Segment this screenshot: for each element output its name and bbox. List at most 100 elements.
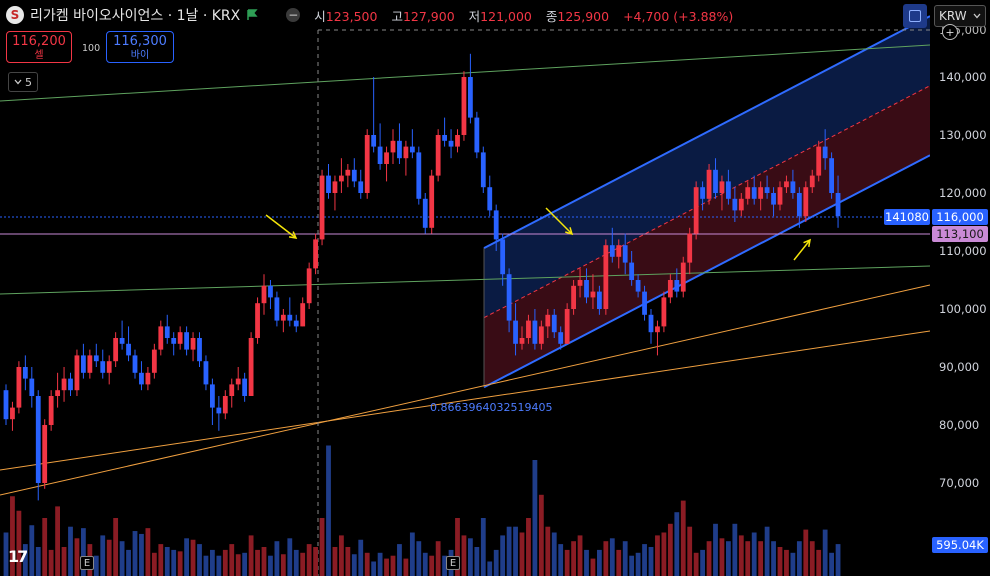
volume-bar (106, 539, 112, 576)
channel-upper-fill (484, 16, 930, 318)
volume-bar (229, 544, 235, 576)
volume-bar (667, 523, 673, 576)
candle-body (706, 169, 712, 199)
candlesticks (3, 53, 841, 501)
candle-body (603, 245, 609, 309)
candle-body (461, 77, 467, 135)
candle-body (190, 338, 196, 350)
currency-value: KRW (939, 9, 967, 23)
candle-body (74, 355, 80, 391)
candle-body (280, 314, 286, 321)
trendline-orange-steep (0, 284, 931, 496)
candle-body (197, 338, 202, 362)
volume-bar (571, 541, 576, 576)
volume-bar (16, 510, 22, 576)
spread-value: 100 (82, 43, 101, 54)
ohlc-high-label: 고 (391, 8, 403, 24)
candle-body (184, 332, 189, 350)
candle-body (487, 187, 493, 211)
candle-body (158, 326, 164, 350)
volume-bar (803, 529, 809, 576)
price-tick-label: 80,000 (939, 418, 979, 432)
candle-body (358, 181, 364, 193)
candle-body (106, 361, 112, 373)
candle-body (558, 332, 564, 344)
volume-bar (190, 539, 196, 576)
annotation-arrowhead (803, 238, 811, 248)
candle-body (829, 158, 834, 193)
volume-bar (790, 552, 796, 576)
volume-bar (10, 496, 15, 576)
ohlc-close-value: 125,900 (557, 8, 610, 24)
price-axis[interactable]: 145,000140,000130,000120,000110,000100,0… (884, 0, 990, 576)
collapse-legend-icon[interactable]: − (286, 8, 301, 22)
price-tick-label: 100,000 (939, 302, 987, 316)
volume-bar (93, 555, 99, 576)
object-tree-button[interactable] (903, 4, 927, 28)
volume-bar (784, 549, 789, 576)
candle-body (455, 135, 460, 147)
earnings-marker-icon[interactable]: E (80, 556, 94, 570)
currency-select[interactable]: KRW (934, 5, 986, 27)
candle-body (809, 175, 815, 188)
candle-body (145, 372, 151, 385)
candle-body (655, 326, 660, 333)
volume-bar (829, 552, 834, 576)
volume-bar (377, 552, 383, 576)
candle-body (519, 338, 525, 344)
volume-bar (61, 547, 67, 576)
buy-price: 116,300 (113, 34, 167, 49)
candle-body (255, 303, 260, 338)
price-tick-label: 110,000 (939, 244, 987, 258)
candle-body (132, 355, 138, 373)
earnings-marker-icon[interactable]: E (446, 556, 460, 570)
candle-body (319, 175, 325, 240)
ohlc-open-label: 시 (314, 8, 326, 24)
candle-body (29, 378, 35, 396)
volume-bar (177, 551, 183, 576)
sell-button[interactable]: 116,200 셀 (6, 31, 72, 63)
volume-bar (306, 544, 312, 576)
fib-ratio-label: 0.8663964032519405 (430, 401, 552, 414)
candle-body (551, 314, 557, 333)
price-tick-label: 140,000 (939, 70, 987, 84)
candle-body (803, 187, 809, 217)
chart-header: S 리가켐 바이오사이언스 · 1날 · KRX − 시123,500 고127… (6, 4, 743, 26)
volume-bar (429, 555, 435, 576)
candle-body (351, 169, 357, 182)
volume-bar (538, 494, 544, 576)
candle-body (700, 187, 705, 199)
candle-body (113, 338, 119, 362)
volume-bar (745, 541, 751, 576)
volume-bar (126, 549, 131, 576)
volume-bar (635, 552, 641, 576)
volume-bar (55, 506, 60, 576)
candle-body (235, 378, 241, 385)
candle-body (629, 262, 635, 280)
flag-icon[interactable] (246, 9, 258, 21)
chevron-down-icon (973, 13, 981, 19)
candle-body (35, 396, 41, 483)
volume-bar (345, 547, 351, 576)
volume-bar (293, 549, 299, 576)
volume-bar (326, 445, 331, 576)
volume-bar (113, 518, 119, 576)
volume-bar (100, 535, 106, 576)
candle-body (119, 338, 125, 344)
candle-body (42, 425, 48, 483)
candle-body (81, 355, 86, 373)
trendline-green-top (0, 44, 931, 102)
buy-button[interactable]: 116,300 바이 (106, 31, 174, 63)
volume-bar (3, 532, 9, 576)
candle-body (719, 181, 725, 193)
candle-body (242, 378, 248, 396)
candle-body (151, 349, 157, 373)
volume-bar (139, 533, 144, 576)
price-current-tag: 116,000 (936, 210, 984, 224)
add-plus-icon[interactable]: + (942, 24, 958, 40)
candle-body (326, 175, 331, 193)
symbol-title[interactable]: 리가켐 바이오사이언스 · 1날 · KRX (30, 8, 241, 24)
indicators-toggle-button[interactable]: 5 (8, 72, 38, 92)
volume-bar (364, 552, 370, 576)
